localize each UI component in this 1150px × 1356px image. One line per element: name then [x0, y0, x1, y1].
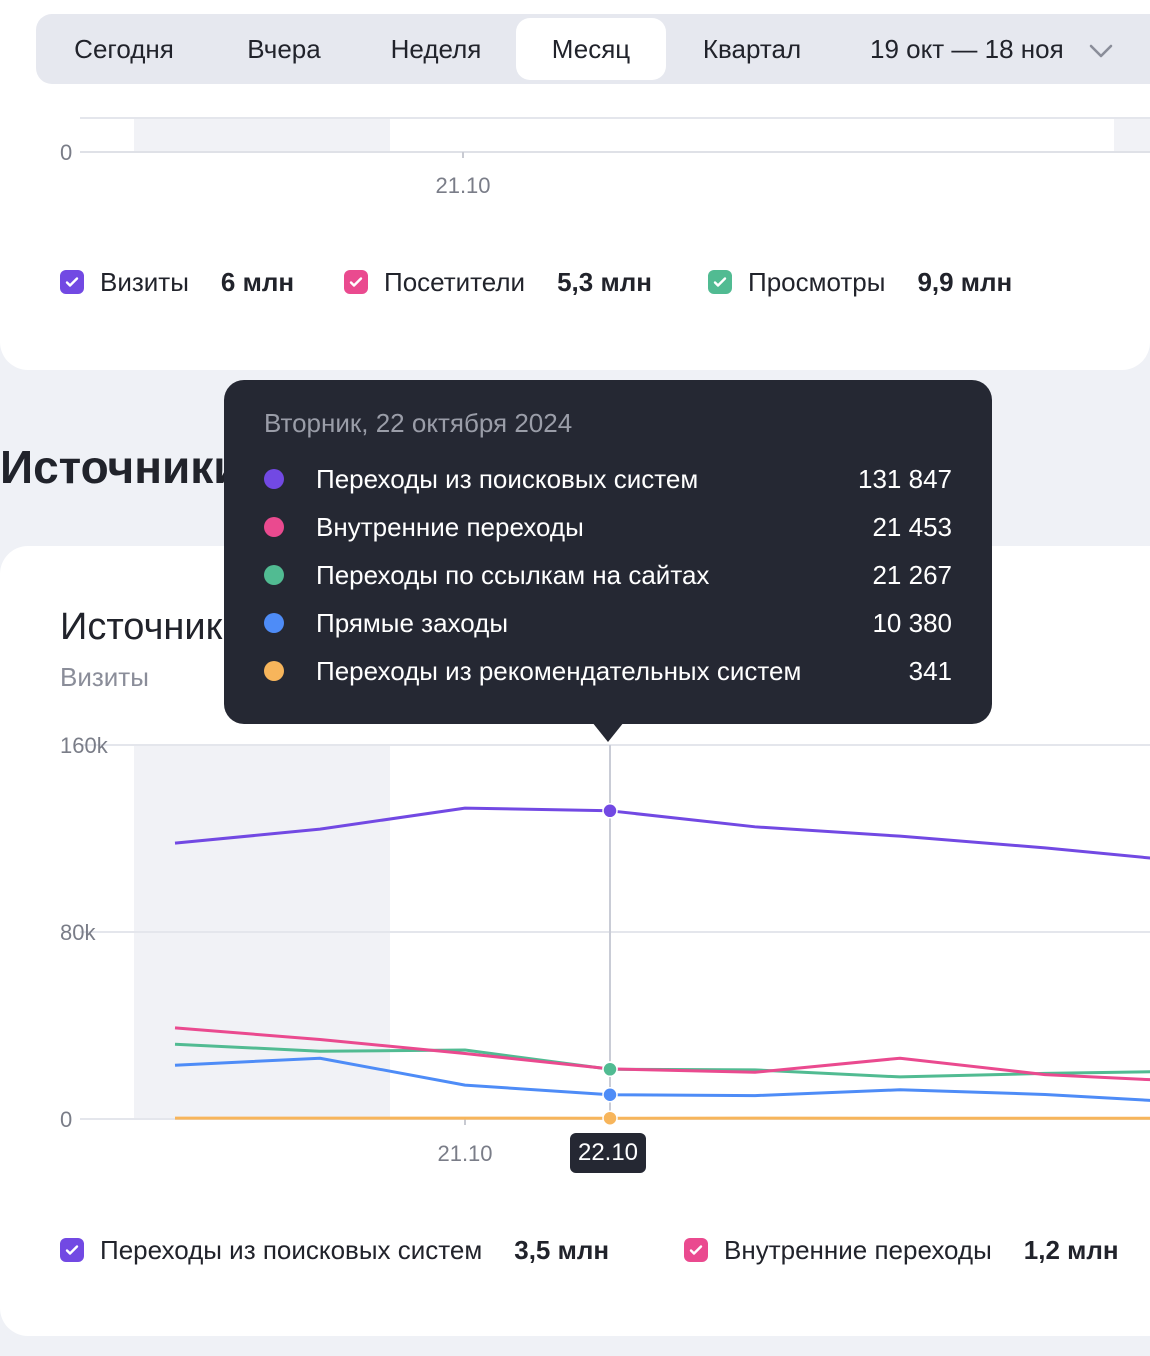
legend-value: 3,5 млн — [514, 1234, 610, 1265]
y-tick-label: 160k — [60, 733, 109, 758]
series-dot-icon — [264, 613, 284, 633]
legend-value: 5,3 млн — [557, 266, 652, 297]
tooltip-row-name: Внутренние переходы — [316, 511, 584, 542]
chart-title: Источники — [60, 606, 244, 648]
weekend-band — [1114, 118, 1150, 152]
legend-visits[interactable]: Визиты 6 млн — [60, 262, 294, 302]
checkbox-checked-icon[interactable] — [684, 1238, 708, 1262]
series-point — [602, 1061, 618, 1078]
legend-value: 6 млн — [220, 266, 295, 297]
x-tick-label: 21.10 — [437, 1141, 492, 1166]
chart-tooltip: Вторник, 22 октября 2024 Переходы из пои… — [224, 380, 992, 724]
tooltip-row: Прямые заходы 10 380 — [264, 603, 952, 643]
tab-week[interactable]: Неделя — [390, 34, 482, 64]
tooltip-row: Переходы из поисковых систем 131 847 — [264, 459, 952, 499]
series-dot-icon — [264, 469, 284, 489]
top-x-tick-label: 21.10 — [435, 173, 490, 198]
series-dot-icon — [264, 661, 284, 681]
legend-label: Посетители — [384, 266, 526, 297]
legend-visitors[interactable]: Посетители 5,3 млн — [344, 262, 652, 302]
series-dot-icon — [264, 565, 284, 585]
traffic-chart: 0 21.10 — [60, 117, 1150, 198]
series-point — [602, 1110, 618, 1126]
tooltip-row-name: Переходы по ссылкам на сайтах — [316, 559, 710, 590]
legend-value: 1,2 млн — [1023, 1234, 1119, 1265]
tooltip-row: Переходы по ссылкам на сайтах 21 267 — [264, 555, 952, 595]
series-point — [602, 803, 618, 819]
y-tick-label: 0 — [60, 1107, 72, 1132]
period-selector: Сегодня Вчера Неделя Месяц Квартал 19 ок… — [36, 14, 1150, 84]
series-line — [174, 1026, 1150, 1082]
checkbox-checked-icon[interactable] — [708, 270, 732, 294]
date-range-picker[interactable]: 19 окт — 18 ноя — [870, 34, 1064, 64]
tooltip-arrow — [592, 722, 624, 742]
series-line — [174, 1056, 1150, 1102]
tab-yesterday[interactable]: Вчера — [247, 34, 321, 64]
legend-internal[interactable]: Внутренние переходы 1,2 млн — [684, 1230, 1119, 1270]
tooltip-row-name: Переходы из поисковых систем — [316, 463, 699, 494]
tooltip-row: Переходы из рекомендательных систем 341 — [264, 651, 952, 691]
legend-label: Просмотры — [748, 266, 886, 297]
y-tick-label: 80k — [60, 920, 96, 945]
tooltip-row-name: Переходы из рекомендательных систем — [316, 655, 802, 686]
tooltip-date: Вторник, 22 октября 2024 — [264, 408, 573, 438]
series-dot-icon — [264, 517, 284, 537]
checkbox-checked-icon[interactable] — [344, 270, 368, 294]
legend-label: Переходы из поисковых систем — [100, 1234, 483, 1265]
section-title: Источники — [0, 441, 242, 493]
legend-value: 9,9 млн — [917, 266, 1013, 297]
chevron-down-icon[interactable] — [1086, 36, 1116, 66]
tab-month[interactable]: Месяц — [516, 18, 666, 80]
tooltip-row-value: 21 267 — [872, 559, 952, 590]
tooltip-row: Внутренние переходы 21 453 — [264, 507, 952, 547]
legend-label: Визиты — [100, 266, 189, 297]
legend-label: Внутренние переходы — [724, 1234, 992, 1265]
weekend-band — [134, 118, 390, 152]
tooltip-row-name: Прямые заходы — [316, 607, 509, 638]
tooltip-row-value: 10 380 — [872, 607, 952, 638]
series-line — [174, 806, 1150, 860]
tooltip-row-value: 21 453 — [872, 511, 952, 542]
checkbox-checked-icon[interactable] — [60, 270, 84, 294]
checkbox-checked-icon[interactable] — [60, 1238, 84, 1262]
legend-search-engines[interactable]: Переходы из поисковых систем 3,5 млн — [60, 1230, 609, 1270]
tooltip-row-value: 131 847 — [858, 463, 952, 494]
selected-date-badge: 22.10 — [570, 1133, 646, 1173]
top-y-zero-label: 0 — [60, 140, 72, 165]
legend-pageviews[interactable]: Просмотры 9,9 млн — [708, 262, 1012, 302]
tab-today[interactable]: Сегодня — [74, 34, 174, 64]
tooltip-row-value: 341 — [908, 655, 952, 686]
series-point — [602, 1086, 618, 1103]
chart-subtitle: Визиты — [60, 662, 149, 692]
tab-quarter[interactable]: Квартал — [702, 34, 802, 64]
